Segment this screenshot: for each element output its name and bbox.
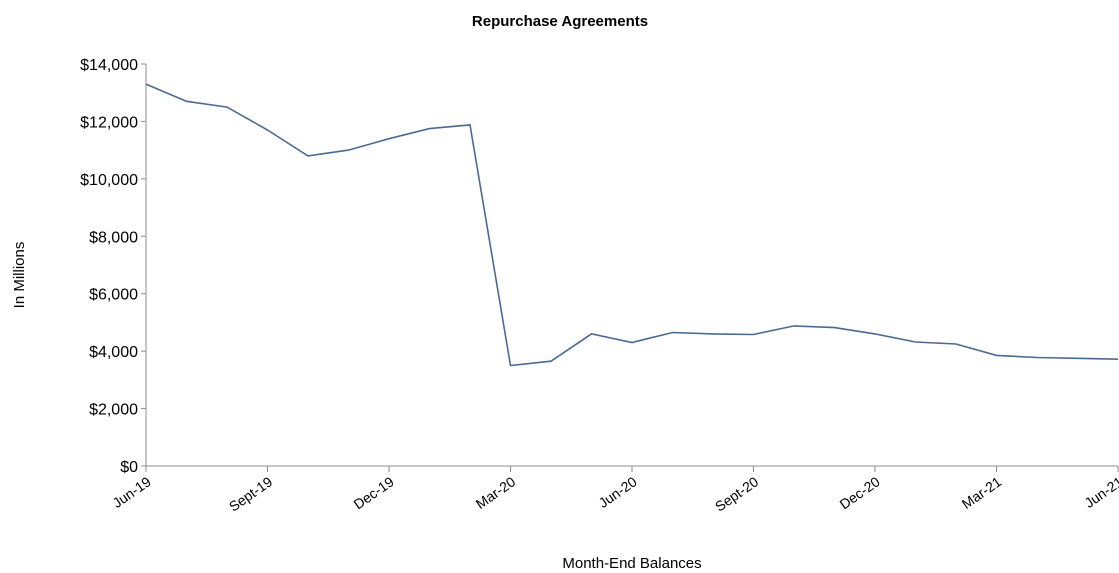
y-tick-label: $14,000 [80,57,138,74]
x-tick-label: Jun-20 [595,473,639,511]
x-tick-label: Jun-21 [1081,473,1119,511]
y-tick-label: $0 [120,459,138,476]
y-tick-label: $4,000 [89,344,138,361]
series-line [145,83,1119,367]
x-tick-label: Mar-20 [473,473,519,512]
y-tick-label: $8,000 [89,229,138,246]
y-axis: $0 $2,000 $4,000 $6,000 $8,000 $10,000 $12,000… [80,57,146,476]
y-tick-label: $10,000 [80,172,138,189]
y-tick-label: $12,000 [80,114,138,131]
y-axis-label: In Millions [11,242,28,309]
x-axis-label: Month-End Balances [562,555,701,572]
y-tick-label: $6,000 [89,287,138,304]
x-axis: Jun-19 Sept-19 Dec-19 Mar-20 Jun-20 Sept-20 De… [109,466,1119,515]
x-tick-label: Sept-20 [712,473,762,514]
y-tick-label: $2,000 [89,402,138,419]
x-tick-label: Mar-21 [959,473,1005,512]
x-tick-label: Jun-19 [109,473,153,511]
x-tick-label: Dec-20 [837,473,883,512]
chart-title: Repurchase Agreements [472,13,648,30]
x-tick-label: Sept-19 [226,473,276,514]
x-tick-label: Dec-19 [351,473,397,512]
